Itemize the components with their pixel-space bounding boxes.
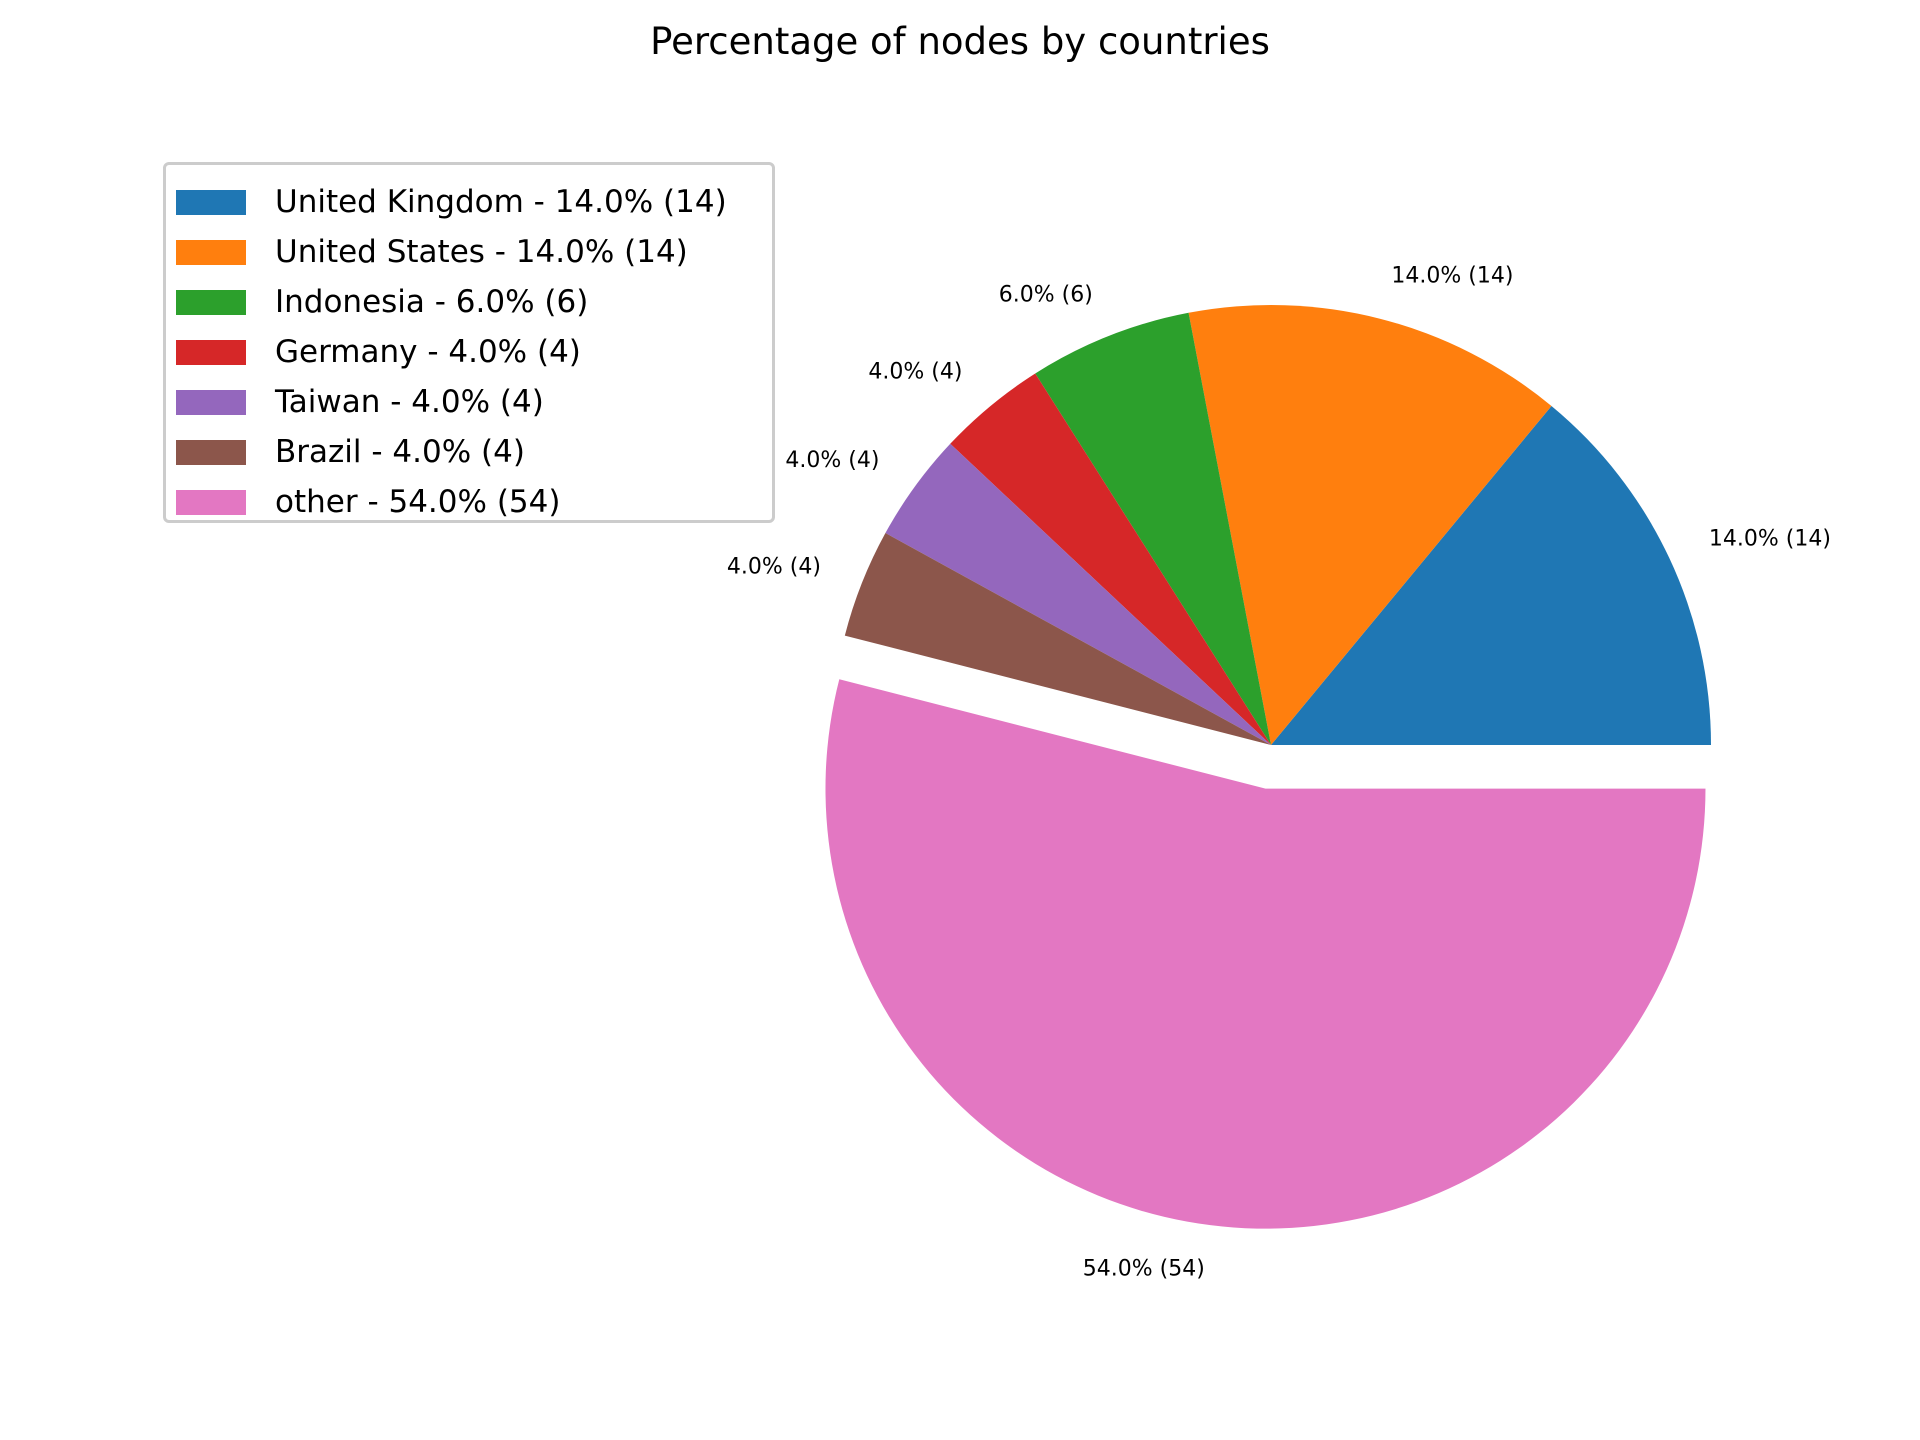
legend-item-other: other - 54.0% (54) bbox=[176, 477, 772, 527]
legend-label: Taiwan - 4.0% (4) bbox=[275, 384, 544, 420]
pie-slice-brazil bbox=[844, 533, 1271, 745]
pie-slice-germany bbox=[950, 373, 1271, 745]
legend-swatch bbox=[176, 389, 246, 415]
slice-label-germany: 4.0% (4) bbox=[868, 360, 962, 385]
legend-label: Brazil - 4.0% (4) bbox=[275, 434, 525, 470]
legend-label: United States - 14.0% (14) bbox=[275, 234, 688, 270]
legend-item-indonesia: Indonesia - 6.0% (6) bbox=[176, 277, 772, 327]
legend-swatch bbox=[176, 489, 246, 515]
slice-label-united-kingdom: 14.0% (14) bbox=[1709, 526, 1831, 551]
pie-slice-united-kingdom bbox=[1271, 405, 1711, 745]
legend-item-brazil: Brazil - 4.0% (4) bbox=[176, 427, 772, 477]
legend-label: United Kingdom - 14.0% (14) bbox=[275, 184, 727, 220]
legend-swatch bbox=[176, 339, 246, 365]
legend-item-united-kingdom: United Kingdom - 14.0% (14) bbox=[176, 177, 772, 227]
chart-title: Percentage of nodes by countries bbox=[650, 20, 1270, 63]
pie-slice-united-states bbox=[1188, 304, 1552, 745]
slice-label-united-states: 14.0% (14) bbox=[1391, 264, 1513, 289]
legend-item-germany: Germany - 4.0% (4) bbox=[176, 327, 772, 377]
legend-swatch bbox=[176, 439, 246, 465]
pie-slice-other bbox=[825, 679, 1706, 1229]
legend-swatch bbox=[176, 239, 246, 265]
slice-label-other: 54.0% (54) bbox=[1083, 1256, 1205, 1281]
legend-swatch bbox=[176, 289, 246, 315]
legend-swatch bbox=[176, 189, 246, 215]
legend: United Kingdom - 14.0% (14) United States… bbox=[163, 162, 775, 523]
pie-slice-taiwan bbox=[885, 443, 1271, 745]
slice-label-taiwan: 4.0% (4) bbox=[785, 448, 879, 473]
legend-label: Germany - 4.0% (4) bbox=[275, 334, 581, 370]
legend-item-united-states: United States - 14.0% (14) bbox=[176, 227, 772, 277]
legend-item-taiwan: Taiwan - 4.0% (4) bbox=[176, 377, 772, 427]
legend-label: Indonesia - 6.0% (6) bbox=[275, 284, 589, 320]
pie-slice-indonesia bbox=[1035, 312, 1271, 745]
legend-label: other - 54.0% (54) bbox=[275, 484, 561, 520]
slice-label-indonesia: 6.0% (6) bbox=[999, 282, 1093, 307]
slice-label-brazil: 4.0% (4) bbox=[727, 554, 821, 579]
